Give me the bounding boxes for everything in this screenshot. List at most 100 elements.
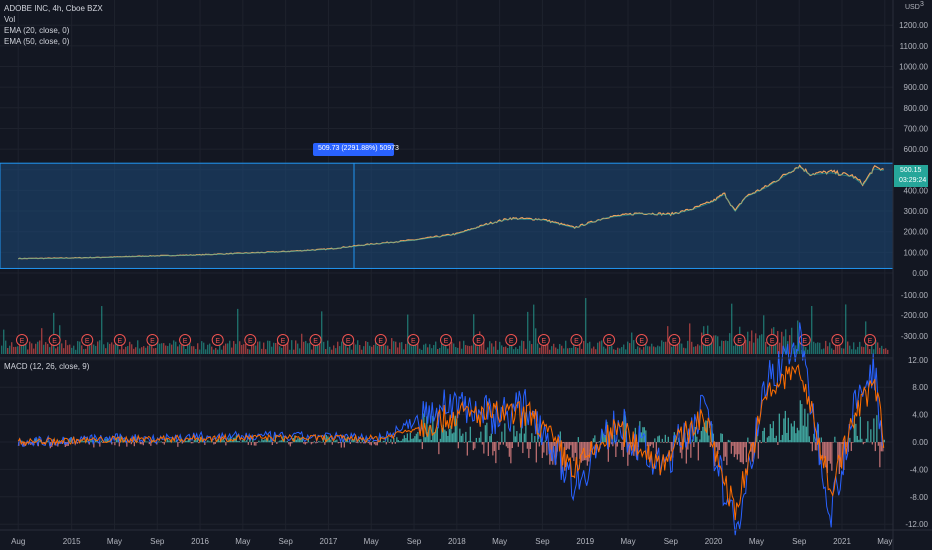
volume-bar <box>195 349 197 354</box>
price-tick-label: 600.00 <box>904 145 929 154</box>
macd-histogram-bar <box>82 441 84 443</box>
macd-histogram-bar <box>90 439 92 443</box>
macd-histogram-bar <box>259 441 261 443</box>
volume-bar <box>345 342 347 354</box>
macd-histogram-bar <box>303 442 305 444</box>
macd-histogram-bar <box>804 408 806 443</box>
macd-histogram-bar <box>523 433 525 443</box>
macd-histogram-bar <box>858 439 860 443</box>
macd-histogram-bar <box>799 400 801 443</box>
volume-bar <box>241 344 243 354</box>
time-axis[interactable]: Aug 2015 May Sep 2016 May Sep 2017 May Sep 2018 May… <box>11 537 892 546</box>
vol-indicator-label[interactable]: Vol <box>4 15 16 24</box>
volume-bar <box>615 349 617 354</box>
macd-histogram-bar <box>382 440 384 443</box>
macd-histogram-bar <box>766 437 768 443</box>
volume-bar <box>327 340 329 354</box>
volume-bar <box>455 347 457 354</box>
macd-histogram-bar <box>657 436 659 443</box>
macd-axis[interactable]: 12.00 8.00 4.00 0.00 -4.00 -8.00 -12.00 <box>905 356 928 529</box>
macd-histogram-bar <box>118 442 120 447</box>
volume-bar <box>73 345 75 354</box>
volume-bar <box>859 341 861 354</box>
volume-bar <box>533 304 535 354</box>
volume-bar <box>831 348 833 354</box>
volume-bar <box>827 346 829 354</box>
volume-bar <box>339 346 341 354</box>
macd-histogram-bar <box>852 442 854 443</box>
volume-bar <box>395 341 397 354</box>
earnings-marker: E <box>733 334 746 346</box>
macd-histogram-bar <box>457 442 459 449</box>
earnings-marker: E <box>668 334 681 346</box>
measure-range-box[interactable] <box>0 162 894 269</box>
currency-label[interactable]: USD <box>905 4 920 11</box>
macd-histogram-bar <box>489 436 491 443</box>
macd-histogram-bar <box>850 442 852 451</box>
macd-histogram-bar <box>570 442 572 446</box>
macd-histogram-bar <box>601 430 603 443</box>
volume-bar <box>179 344 181 354</box>
macd-histogram-bar <box>394 442 396 444</box>
macd-histogram-bar <box>396 437 398 443</box>
ema-line-series <box>18 166 884 260</box>
macd-indicator-label[interactable]: MACD (12, 26, close, 9) <box>4 362 90 371</box>
price-tick-label: 1100.00 <box>900 42 929 51</box>
macd-histogram-bar <box>166 438 168 443</box>
volume-bar <box>777 331 779 354</box>
volume-bar <box>65 340 67 354</box>
volume-bar <box>45 342 47 354</box>
symbol-title[interactable]: ADOBE INC, 4h, Cboe BZX <box>4 4 103 13</box>
volume-bar <box>119 349 121 354</box>
macd-histogram-bar <box>823 442 825 459</box>
volume-bar <box>349 340 351 354</box>
macd-histogram-bar <box>421 442 423 450</box>
volume-bar <box>291 340 293 354</box>
macd-line-series <box>17 322 884 536</box>
macd-histogram-bar <box>856 435 858 443</box>
volume-bar <box>819 342 821 354</box>
volume-bar <box>193 346 195 354</box>
macd-histogram-bar <box>276 442 278 444</box>
macd-histogram-bar <box>441 428 443 443</box>
earnings-circle <box>211 334 224 346</box>
macd-histogram-bar <box>418 439 420 443</box>
volume-bar <box>145 347 147 354</box>
legend: ADOBE INC, 4h, Cboe BZX Vol EMA (20, clo… <box>4 3 103 47</box>
volume-bar <box>239 341 241 354</box>
macd-histogram-bar <box>208 441 210 443</box>
volume-bar <box>201 341 203 354</box>
macd-histogram-bar <box>870 429 872 443</box>
macd-histogram-bar <box>480 431 482 443</box>
macd-histogram-bar <box>846 442 848 447</box>
macd-tick-label: 0.00 <box>912 438 928 447</box>
volume-bar <box>477 346 479 354</box>
volume-bar <box>483 342 485 354</box>
macd-histogram-bar <box>519 433 521 443</box>
macd-histogram-bar <box>502 442 504 445</box>
volume-bar <box>171 344 173 354</box>
macd-histogram-bar <box>585 442 587 461</box>
volume-axis[interactable]: -100.00 -200.00 -300.00 <box>901 291 929 341</box>
macd-histogram-bar <box>679 442 681 453</box>
macd-histogram-bar <box>436 427 438 443</box>
volume-bar <box>625 349 627 354</box>
macd-histogram-bar <box>312 442 314 444</box>
volume-bar <box>415 341 417 354</box>
earnings-marker: E <box>113 334 126 346</box>
earnings-marker: E <box>635 334 648 346</box>
macd-histogram-bar <box>727 439 729 443</box>
ema50-indicator-label[interactable]: EMA (50, close, 0) <box>4 37 70 46</box>
earnings-letter: E <box>705 338 710 345</box>
volume-bar <box>305 340 307 354</box>
volume-bar <box>797 320 799 354</box>
earnings-circle <box>244 334 257 346</box>
macd-histogram-bar <box>193 440 195 443</box>
earnings-letter: E <box>85 338 90 345</box>
volume-bar <box>697 344 699 354</box>
ema20-indicator-label[interactable]: EMA (20, close, 0) <box>4 26 70 35</box>
macd-histogram-bar <box>862 442 864 445</box>
macd-histogram-bar <box>141 442 143 445</box>
volume-bar <box>811 305 813 354</box>
